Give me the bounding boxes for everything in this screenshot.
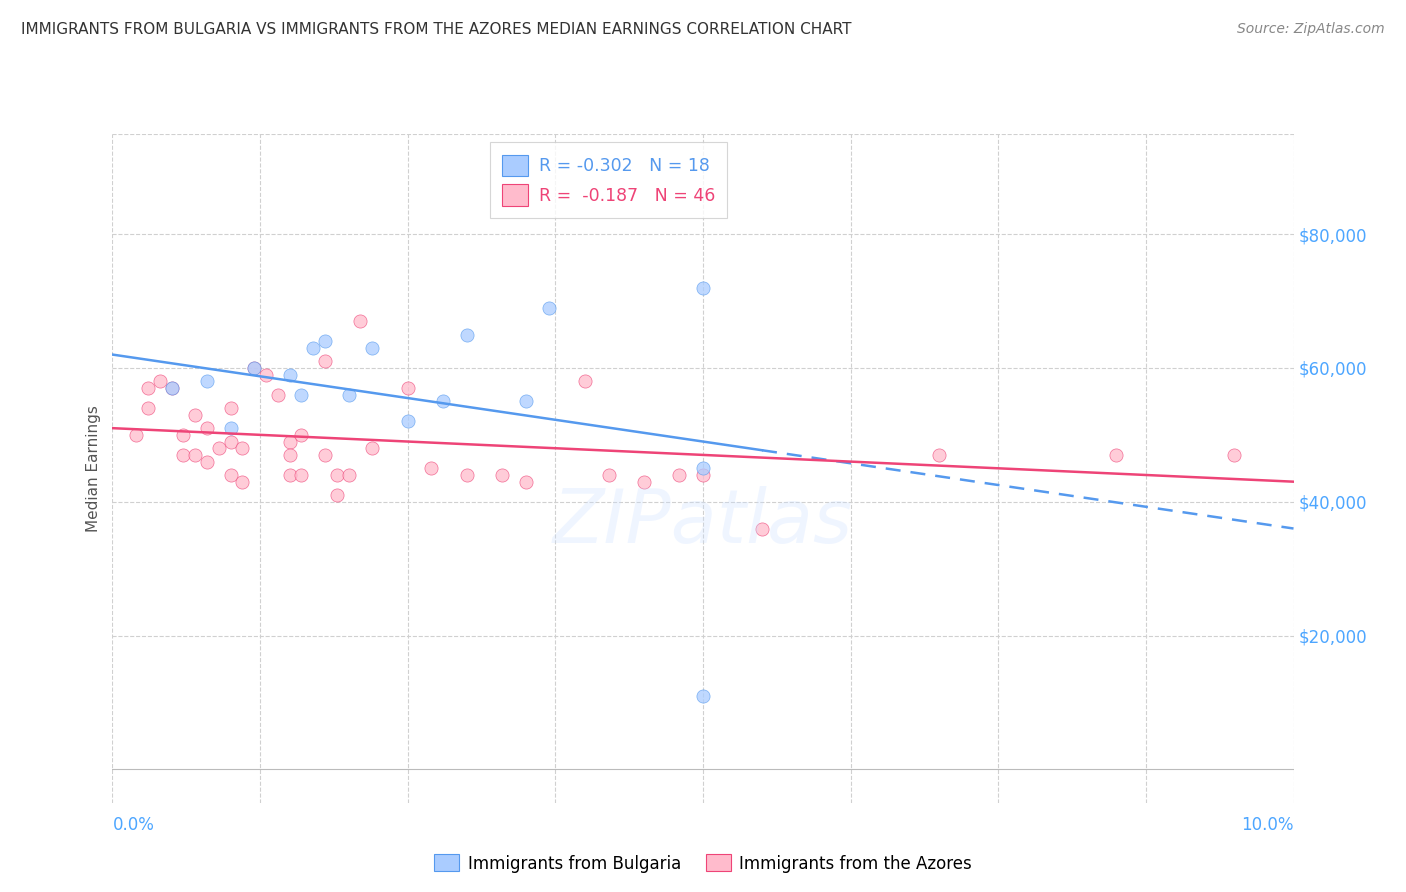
- Point: [219, 421, 242, 435]
- Point: [668, 467, 690, 482]
- Point: [692, 280, 714, 294]
- Point: [692, 689, 714, 703]
- Point: [432, 394, 454, 409]
- Point: [396, 381, 419, 395]
- Point: [278, 467, 301, 482]
- Point: [633, 475, 655, 489]
- Point: [219, 434, 242, 449]
- Point: [302, 341, 325, 355]
- Point: [420, 461, 443, 475]
- Point: [751, 521, 773, 535]
- Point: [314, 334, 336, 349]
- Point: [1223, 448, 1246, 462]
- Point: [538, 301, 561, 315]
- Point: [278, 368, 301, 382]
- Point: [456, 327, 478, 342]
- Point: [692, 467, 714, 482]
- Point: [160, 381, 183, 395]
- Point: [928, 448, 950, 462]
- Point: [136, 401, 159, 416]
- Point: [337, 467, 360, 482]
- Point: [195, 375, 218, 389]
- Point: [149, 375, 172, 389]
- Point: [172, 428, 194, 442]
- Point: [515, 394, 537, 409]
- Point: [278, 448, 301, 462]
- Point: [243, 361, 266, 376]
- Point: [278, 434, 301, 449]
- Legend: Immigrants from Bulgaria, Immigrants from the Azores: Immigrants from Bulgaria, Immigrants fro…: [427, 847, 979, 880]
- Point: [337, 387, 360, 401]
- Point: [456, 467, 478, 482]
- Point: [160, 381, 183, 395]
- Point: [254, 368, 277, 382]
- Point: [361, 341, 384, 355]
- Point: [231, 442, 253, 455]
- Point: [231, 475, 253, 489]
- Point: [598, 467, 620, 482]
- Point: [136, 381, 159, 395]
- Point: [290, 428, 312, 442]
- Point: [219, 401, 242, 416]
- Point: [184, 408, 207, 422]
- Text: ZIPatlas: ZIPatlas: [553, 486, 853, 558]
- Point: [290, 467, 312, 482]
- Point: [349, 314, 371, 328]
- Point: [184, 448, 207, 462]
- Point: [396, 414, 419, 429]
- Point: [515, 475, 537, 489]
- Text: 10.0%: 10.0%: [1241, 816, 1294, 834]
- Point: [195, 421, 218, 435]
- Point: [491, 467, 513, 482]
- Legend: R = -0.302   N = 18, R =  -0.187   N = 46: R = -0.302 N = 18, R = -0.187 N = 46: [489, 143, 727, 218]
- Point: [1105, 448, 1128, 462]
- Point: [574, 375, 596, 389]
- Text: Source: ZipAtlas.com: Source: ZipAtlas.com: [1237, 22, 1385, 37]
- Text: 0.0%: 0.0%: [112, 816, 155, 834]
- Point: [267, 387, 290, 401]
- Y-axis label: Median Earnings: Median Earnings: [86, 405, 101, 532]
- Point: [314, 448, 336, 462]
- Point: [243, 361, 266, 376]
- Point: [692, 461, 714, 475]
- Point: [172, 448, 194, 462]
- Point: [326, 467, 349, 482]
- Point: [361, 442, 384, 455]
- Point: [125, 428, 148, 442]
- Text: IMMIGRANTS FROM BULGARIA VS IMMIGRANTS FROM THE AZORES MEDIAN EARNINGS CORRELATI: IMMIGRANTS FROM BULGARIA VS IMMIGRANTS F…: [21, 22, 852, 37]
- Point: [290, 387, 312, 401]
- Point: [219, 467, 242, 482]
- Point: [195, 455, 218, 469]
- Point: [314, 354, 336, 368]
- Point: [326, 488, 349, 502]
- Point: [208, 442, 231, 455]
